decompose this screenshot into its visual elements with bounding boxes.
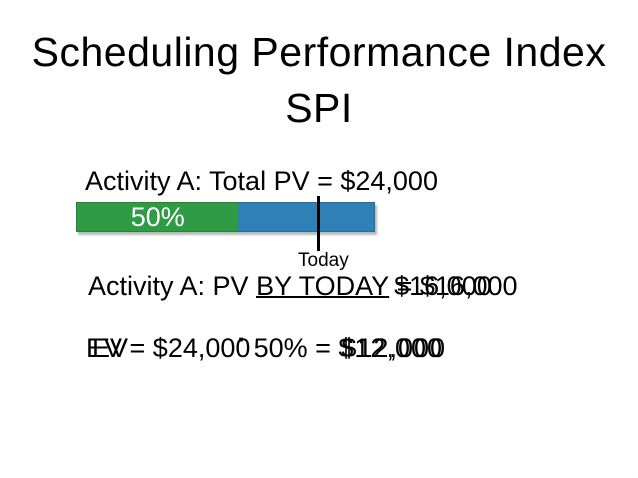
pv-by-today-text: Activity A: PV BY TODAY = $16,000 $16,000 (88, 271, 518, 302)
pv-value-layer1: = $16,000 (389, 271, 518, 301)
ev-formula-middle2: 50% = (246, 333, 339, 363)
progress-bar: 50% (76, 202, 375, 232)
multiplication-dot: · (237, 324, 247, 354)
ev-label: EV (86, 333, 123, 363)
title-line-2: SPI (285, 85, 353, 131)
pv-by-today-prefix: Activity A: PV (88, 271, 257, 301)
progress-bar-remaining-segment (238, 202, 375, 232)
progress-percent-label: 50% (130, 201, 185, 232)
activity-total-pv-text: Activity A: Total PV = $24,000 (85, 166, 438, 196)
page-title: Scheduling Performance Index SPI (0, 24, 638, 136)
pv-by-today-underlined: BY TODAY (256, 271, 390, 301)
today-marker-line (317, 196, 320, 251)
title-line-1: Scheduling Performance Index (31, 29, 607, 75)
ev-formula-text: EV = $24,000· 50% = $12,000 (86, 324, 443, 364)
ev-result-value: $12,000 (338, 333, 443, 363)
pv-value-layer2: $16,000 (394, 271, 492, 301)
pv-value-overlap-group: = $16,000 $16,000 (389, 271, 517, 302)
progress-bar-complete-segment: 50% (76, 201, 239, 232)
ev-formula-middle: = $24,000 (122, 333, 251, 363)
today-label: Today (298, 250, 349, 271)
